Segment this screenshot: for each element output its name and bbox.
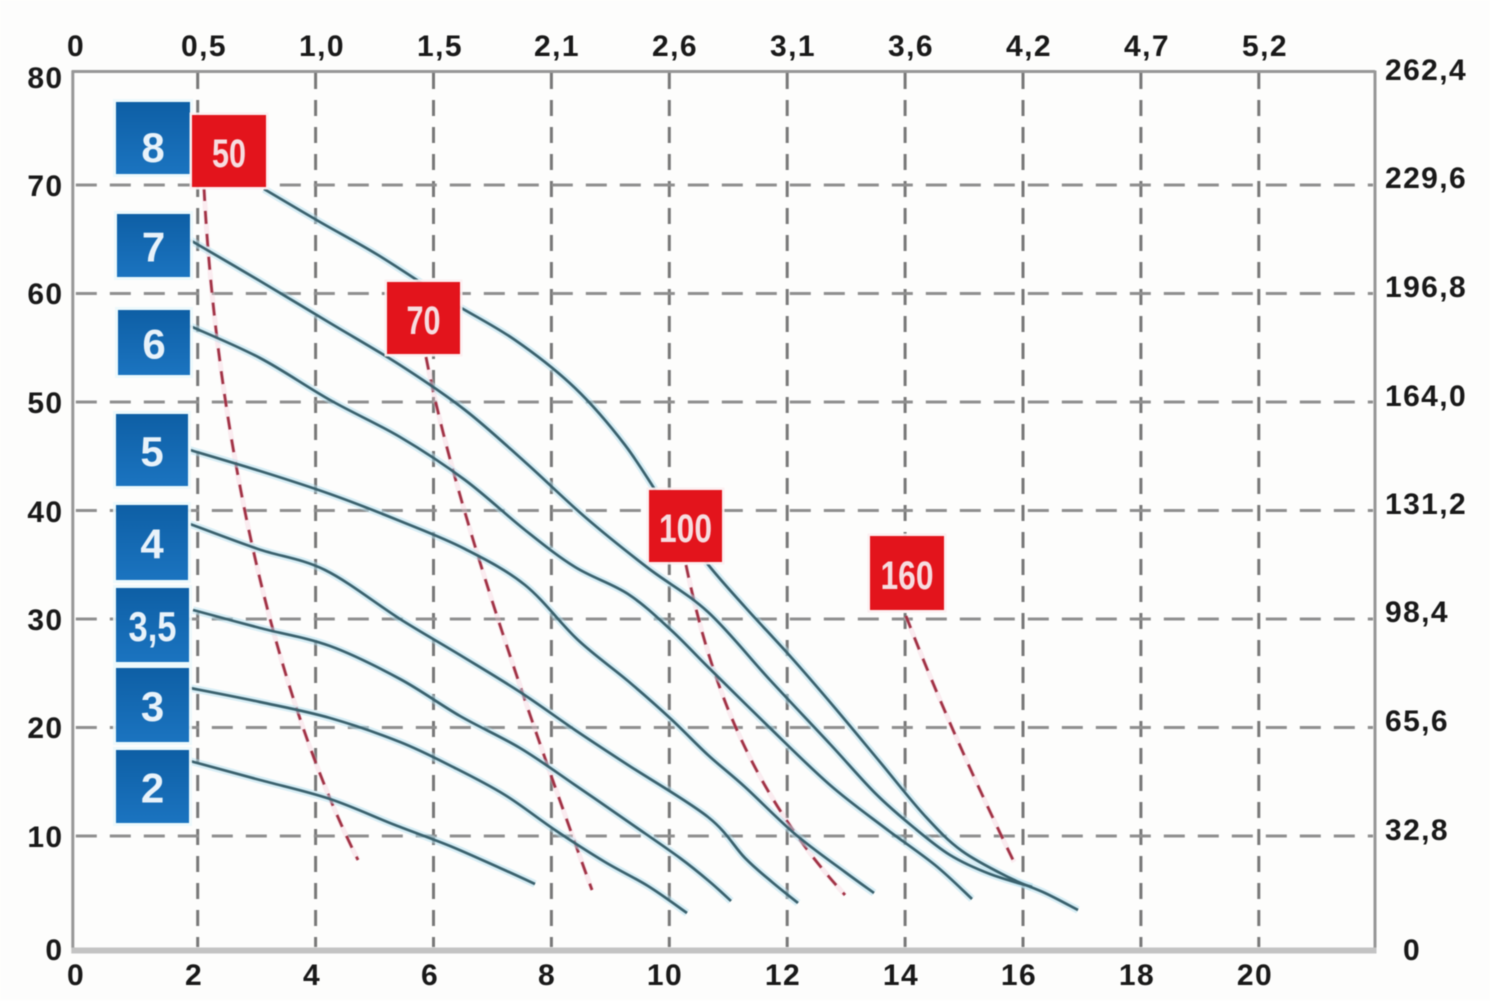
svg-text:4,2: 4,2: [1006, 30, 1052, 63]
svg-text:70: 70: [27, 170, 63, 203]
svg-text:8: 8: [538, 959, 556, 992]
svg-text:6: 6: [421, 959, 439, 992]
svg-text:1,5: 1,5: [417, 30, 463, 63]
svg-text:164,0: 164,0: [1385, 380, 1467, 413]
svg-text:4,7: 4,7: [1124, 30, 1170, 63]
svg-text:20: 20: [27, 712, 63, 745]
svg-text:10: 10: [27, 821, 63, 854]
svg-text:65,6: 65,6: [1385, 705, 1449, 738]
svg-text:131,2: 131,2: [1385, 488, 1467, 521]
svg-text:3,1: 3,1: [770, 30, 816, 63]
svg-text:50: 50: [212, 132, 246, 176]
svg-text:5,2: 5,2: [1242, 30, 1288, 63]
svg-text:262,4: 262,4: [1385, 54, 1467, 87]
svg-text:0: 0: [1403, 934, 1421, 967]
svg-text:0: 0: [45, 934, 63, 967]
svg-text:2,6: 2,6: [652, 30, 698, 63]
svg-text:10: 10: [647, 959, 683, 992]
svg-text:4: 4: [140, 521, 164, 568]
svg-text:2,1: 2,1: [534, 30, 580, 63]
svg-text:7: 7: [142, 224, 165, 271]
svg-text:0: 0: [67, 30, 85, 63]
svg-text:1,0: 1,0: [299, 30, 345, 63]
svg-text:100: 100: [659, 507, 712, 551]
svg-text:196,8: 196,8: [1385, 271, 1467, 304]
svg-text:20: 20: [1237, 959, 1273, 992]
svg-text:32,8: 32,8: [1385, 814, 1449, 847]
svg-text:2: 2: [185, 959, 203, 992]
svg-text:12: 12: [765, 959, 801, 992]
svg-text:80: 80: [27, 62, 63, 95]
svg-text:40: 40: [27, 496, 63, 529]
svg-text:6: 6: [142, 321, 165, 368]
svg-text:229,6: 229,6: [1385, 162, 1467, 195]
svg-text:14: 14: [883, 959, 919, 992]
svg-text:60: 60: [27, 278, 63, 311]
svg-text:2: 2: [141, 765, 164, 812]
svg-text:18: 18: [1119, 959, 1155, 992]
svg-text:70: 70: [407, 299, 441, 343]
svg-text:4: 4: [303, 959, 321, 992]
svg-text:0,5: 0,5: [181, 30, 227, 63]
svg-text:98,4: 98,4: [1385, 596, 1449, 629]
svg-text:3,5: 3,5: [129, 603, 177, 650]
svg-text:50: 50: [27, 387, 63, 420]
svg-text:3,6: 3,6: [888, 30, 934, 63]
svg-text:0: 0: [67, 959, 85, 992]
svg-text:5: 5: [140, 428, 163, 475]
svg-text:3: 3: [141, 683, 164, 730]
svg-text:16: 16: [1001, 959, 1037, 992]
svg-text:8: 8: [141, 124, 164, 171]
svg-text:160: 160: [881, 554, 934, 598]
svg-text:30: 30: [27, 604, 63, 637]
